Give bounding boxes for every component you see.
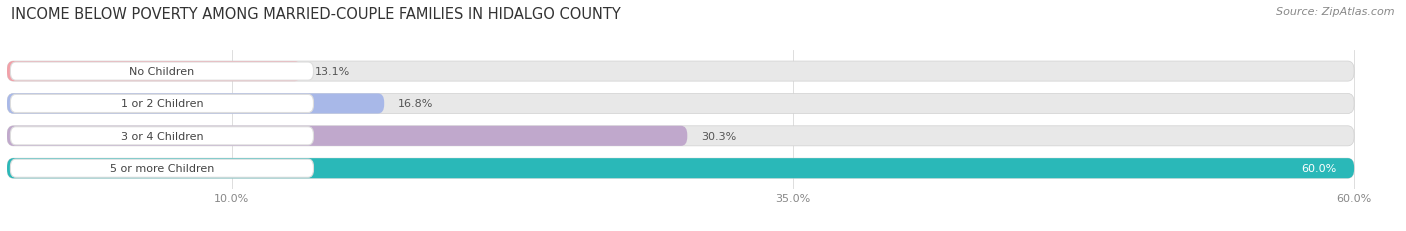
FancyBboxPatch shape [7,94,384,114]
Text: 60.0%: 60.0% [1301,164,1336,173]
FancyBboxPatch shape [7,158,1354,179]
FancyBboxPatch shape [10,63,314,81]
Text: 13.1%: 13.1% [315,67,350,77]
FancyBboxPatch shape [10,159,314,177]
FancyBboxPatch shape [10,95,314,113]
Text: 3 or 4 Children: 3 or 4 Children [121,131,204,141]
FancyBboxPatch shape [7,126,688,146]
FancyBboxPatch shape [7,126,1354,146]
Text: Source: ZipAtlas.com: Source: ZipAtlas.com [1277,7,1395,17]
FancyBboxPatch shape [7,94,1354,114]
Text: INCOME BELOW POVERTY AMONG MARRIED-COUPLE FAMILIES IN HIDALGO COUNTY: INCOME BELOW POVERTY AMONG MARRIED-COUPL… [11,7,621,22]
Text: 5 or more Children: 5 or more Children [110,164,214,173]
Text: 30.3%: 30.3% [700,131,735,141]
Text: No Children: No Children [129,67,194,77]
FancyBboxPatch shape [10,127,314,145]
FancyBboxPatch shape [7,62,301,82]
FancyBboxPatch shape [7,62,1354,82]
Text: 1 or 2 Children: 1 or 2 Children [121,99,204,109]
Text: 16.8%: 16.8% [398,99,433,109]
FancyBboxPatch shape [7,158,1354,179]
